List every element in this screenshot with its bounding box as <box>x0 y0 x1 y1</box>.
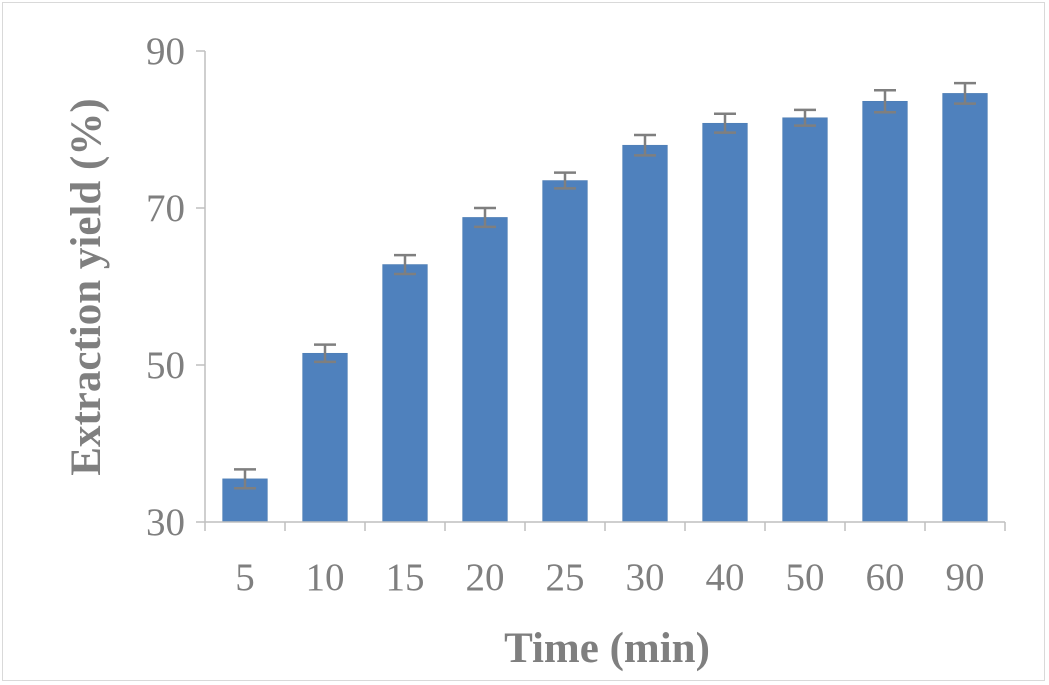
y-tick-label-90: 90 <box>146 30 185 73</box>
error-bar-25 <box>554 171 576 190</box>
bar-20 <box>462 217 508 523</box>
error-bars-layer <box>234 81 976 490</box>
y-tick-label-70: 70 <box>146 187 185 230</box>
x-tick-label-5: 5 <box>235 556 255 599</box>
x-tick-label-40: 40 <box>706 556 745 599</box>
y-tick-label-30: 30 <box>146 501 185 544</box>
x-tick-label-50: 50 <box>786 556 825 599</box>
x-tick-label-20: 20 <box>466 556 505 599</box>
bar-30 <box>622 144 668 523</box>
x-tick-label-10: 10 <box>306 556 345 599</box>
error-bar-10 <box>314 343 336 364</box>
error-bar-40 <box>714 112 736 134</box>
x-axis-title: Time (min) <box>504 625 710 672</box>
bar-10 <box>302 352 348 523</box>
x-tick-label-60: 60 <box>866 556 905 599</box>
error-bar-15 <box>394 253 416 276</box>
y-ticks-layer: 30 50 70 90 <box>146 30 205 544</box>
error-bar-90 <box>954 81 976 105</box>
bar-15 <box>382 264 428 523</box>
error-bar-60 <box>874 89 896 114</box>
x-tick-label-25: 25 <box>546 556 585 599</box>
bar-60 <box>862 100 908 523</box>
x-tick-label-15: 15 <box>386 556 425 599</box>
error-bar-5 <box>234 468 256 490</box>
error-bar-50 <box>794 108 816 127</box>
bar-50 <box>782 117 828 523</box>
bars-layer <box>222 93 988 523</box>
y-axis-title: Extraction yield (%) <box>63 98 110 475</box>
y-tick-label-50: 50 <box>146 344 185 387</box>
bar-90 <box>942 93 988 523</box>
x-tick-label-90: 90 <box>946 556 985 599</box>
error-bar-20 <box>474 206 496 229</box>
bar-40 <box>702 122 748 523</box>
x-tick-label-30: 30 <box>626 556 665 599</box>
error-bar-30 <box>634 133 656 157</box>
x-ticks-layer: 5 10 15 20 25 30 40 50 60 90 <box>204 522 1006 599</box>
bar-25 <box>542 180 588 523</box>
